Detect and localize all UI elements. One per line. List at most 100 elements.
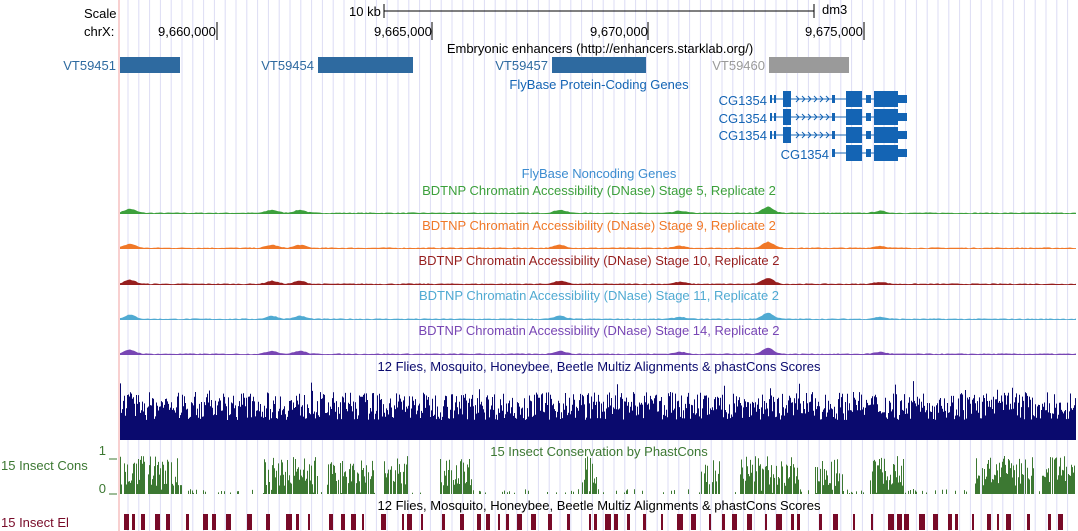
conserved-element	[548, 514, 552, 530]
track-title: FlyBase Protein-Coding Genes	[509, 77, 689, 92]
conserved-element	[1048, 514, 1051, 530]
conserved-element	[486, 514, 490, 530]
dnase-stage14-track[interactable]: BDTNP Chromatin Accessibility (DNase) St…	[120, 323, 1076, 355]
conserved-element	[691, 514, 696, 530]
conserved-element	[791, 514, 794, 530]
conserved-element	[747, 514, 752, 530]
dnase-stage10-track[interactable]: BDTNP Chromatin Accessibility (DNase) St…	[120, 253, 1076, 285]
track-title: BDTNP Chromatin Accessibility (DNase) St…	[422, 218, 776, 233]
gene-label[interactable]: CG1354	[781, 147, 829, 162]
conserved-element	[286, 514, 292, 530]
conserved-element	[955, 514, 958, 530]
axis-max-label: 1	[99, 443, 106, 458]
conserved-element	[897, 514, 902, 530]
ruler-tick-label: 9,675,000	[805, 24, 863, 39]
conserved-element	[643, 514, 646, 530]
conserved-element	[186, 514, 189, 530]
conserved-element	[972, 514, 974, 530]
conserved-element	[141, 514, 145, 530]
conserved-element	[362, 514, 364, 530]
enhancer-feature[interactable]	[318, 57, 413, 73]
conserved-element	[997, 514, 999, 530]
multiz-alignment-track[interactable]: 12 Flies, Mosquito, Honeybee, Beetle Mul…	[120, 359, 1076, 440]
track-side-label[interactable]: 15 Insect El	[1, 515, 69, 530]
conserved-element	[1027, 514, 1030, 530]
conserved-element	[341, 514, 345, 530]
conserved-element	[517, 514, 522, 530]
conserved-element	[567, 514, 570, 530]
conserved-elements-track[interactable]: 12 Flies, Mosquito, Honeybee, Beetle Mul…	[1, 498, 1063, 530]
phastcons-track[interactable]: 15 Insect Conservation by PhastCons 15 I…	[1, 443, 1075, 496]
dnase-stage9-track[interactable]: BDTNP Chromatin Accessibility (DNase) St…	[120, 218, 1076, 249]
conserved-element	[765, 514, 767, 530]
conserved-element	[407, 514, 412, 530]
conserved-element	[247, 514, 252, 530]
gene-label[interactable]: CG1354	[719, 111, 767, 126]
conserved-element	[797, 514, 800, 530]
enhancer-feature[interactable]	[552, 57, 646, 73]
enhancer-feature[interactable]	[120, 57, 180, 73]
conserved-element	[226, 514, 231, 530]
track-title: BDTNP Chromatin Accessibility (DNase) St…	[422, 183, 776, 198]
conserved-element	[589, 514, 591, 530]
conserved-element	[594, 514, 597, 530]
enhancer-label[interactable]: VT59457	[495, 58, 548, 73]
enhancer-feature[interactable]	[769, 57, 849, 73]
track-title: BDTNP Chromatin Accessibility (DNase) St…	[418, 253, 779, 268]
conserved-element	[776, 514, 782, 530]
conserved-element	[442, 514, 445, 530]
conserved-element	[888, 514, 894, 530]
conserved-element	[919, 514, 925, 530]
conserved-element	[605, 514, 611, 530]
track-side-label[interactable]: 15 Insect Cons	[1, 458, 88, 473]
conserved-element	[1006, 514, 1011, 530]
scale-bar-label: 10 kb	[349, 4, 381, 19]
enhancer-label[interactable]: VT59454	[261, 58, 314, 73]
track-title: 12 Flies, Mosquito, Honeybee, Beetle Mul…	[378, 498, 821, 513]
conserved-element	[833, 514, 838, 530]
conserved-element	[661, 514, 663, 530]
track-title: 15 Insect Conservation by PhastCons	[490, 444, 708, 459]
track-title: 12 Flies, Mosquito, Honeybee, Beetle Mul…	[378, 359, 821, 374]
dnase-stage11-track[interactable]: BDTNP Chromatin Accessibility (DNase) St…	[120, 288, 1076, 320]
enhancer-label[interactable]: VT59460	[712, 58, 765, 73]
conserved-element	[203, 514, 208, 530]
conserved-element	[132, 514, 135, 530]
dnase-signal	[120, 206, 1076, 214]
dnase-stage5-track[interactable]: BDTNP Chromatin Accessibility (DNase) St…	[120, 183, 1076, 214]
multiz-signal	[120, 381, 1076, 440]
gene-models[interactable]	[770, 91, 907, 161]
conserved-element	[709, 514, 711, 530]
conserved-element	[732, 514, 737, 530]
conserved-element	[677, 514, 683, 530]
enhancers-track[interactable]: Embryonic enhancers (http://enhancers.st…	[63, 41, 849, 73]
ruler-tick-label: 9,660,000	[158, 24, 216, 39]
conserved-element	[460, 514, 464, 530]
conserved-element	[853, 514, 855, 530]
protein-coding-genes-track[interactable]: FlyBase Protein-Coding Genes CG1354 CG13…	[509, 77, 907, 162]
conserved-element	[819, 514, 822, 530]
conserved-element	[948, 514, 952, 530]
gene-label[interactable]: CG1354	[719, 128, 767, 143]
conserved-element	[477, 514, 481, 530]
conserved-element	[904, 514, 909, 530]
chrom-label: chrX:	[84, 24, 114, 39]
base-position-ruler[interactable]: Scale chrX: 10 kb dm3 9,660,000 9,665,00…	[84, 2, 865, 40]
conserved-element	[124, 514, 129, 530]
conserved-element	[506, 514, 509, 530]
conserved-element	[498, 514, 500, 530]
axis-min-label: 0	[99, 481, 106, 496]
conserved-elements	[124, 514, 1063, 530]
dnase-signal	[120, 347, 1076, 355]
conserved-element	[531, 514, 536, 530]
ruler-tick-label: 9,665,000	[374, 24, 432, 39]
guide-lines	[127, 0, 1069, 531]
conserved-element	[266, 514, 270, 530]
scale-label: Scale	[84, 6, 117, 21]
conserved-element	[212, 514, 216, 530]
enhancer-label[interactable]: VT59451	[63, 58, 116, 73]
noncoding-genes-track[interactable]: FlyBase Noncoding Genes	[522, 166, 677, 181]
assembly-label: dm3	[822, 2, 847, 17]
gene-label[interactable]: CG1354	[719, 93, 767, 108]
